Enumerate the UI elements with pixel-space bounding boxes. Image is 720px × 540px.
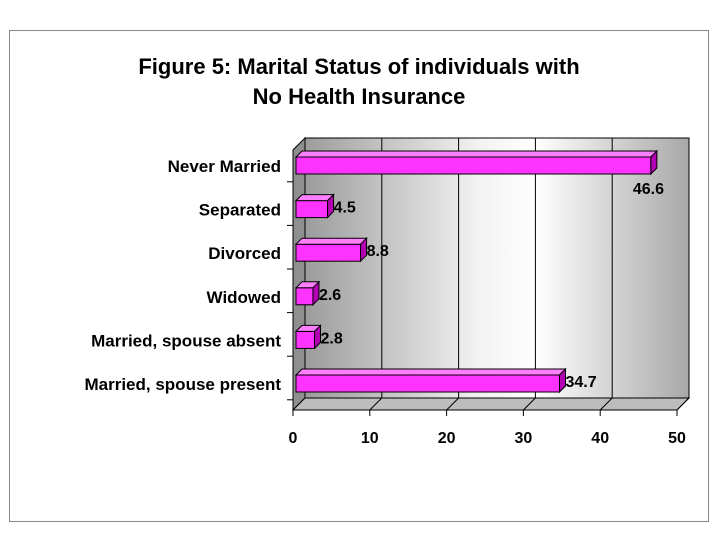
labels: 0 10 20 30 40 50 46.6 Never Married 4.5 Separated… [84,157,686,447]
bar [295,287,314,306]
gridline-floor [446,397,459,411]
axes [287,150,690,416]
grid-lines [369,138,613,411]
chart-title-line-1: Figure 5: Marital Status of individuals … [138,54,580,79]
bar-side [312,280,320,307]
gridline-floor [369,397,383,411]
bar-side [650,149,658,176]
bar-top [294,368,567,376]
data-label: 2.8 [321,330,343,347]
chart-title-line-2: No Health Insurance [252,84,466,109]
category-label: Married, spouse present [84,375,281,394]
bar-side [314,324,322,350]
category-label: Never Married [168,157,281,176]
bar [295,374,560,393]
bar [295,156,652,175]
x-tick-label: 0 [289,430,298,447]
bar-top [294,237,368,245]
bar-top [294,150,659,158]
plot-floor [291,397,691,411]
category-label: Divorced [208,244,281,263]
bar [295,243,362,262]
bar [295,200,329,219]
data-label: 34.7 [565,374,596,391]
x-tick-label: 40 [591,430,609,447]
x-tick-label: 20 [438,430,456,447]
gridline-floor [599,397,613,411]
data-label: 2.6 [319,287,341,304]
category-label: Separated [199,201,281,220]
data-label: 8.8 [367,243,389,260]
bar [295,330,316,349]
gridline-floor [523,397,536,411]
bar-side [360,236,368,263]
data-label: 4.5 [334,200,356,217]
x-tick-label: 10 [361,430,379,447]
category-label: Widowed [207,288,281,307]
plot-area [291,136,691,412]
bar-side [558,367,566,394]
bars [294,149,659,394]
x-tick-label: 30 [515,430,533,447]
bar-side [327,193,335,219]
chart-title: Figure 5: Marital Status of individuals … [9,52,709,112]
x-tick-label: 50 [668,430,686,447]
x-axis-end [676,397,690,411]
data-label: 46.6 [633,181,664,198]
category-label: Married, spouse absent [91,331,281,350]
plot-back-wall [304,137,690,399]
